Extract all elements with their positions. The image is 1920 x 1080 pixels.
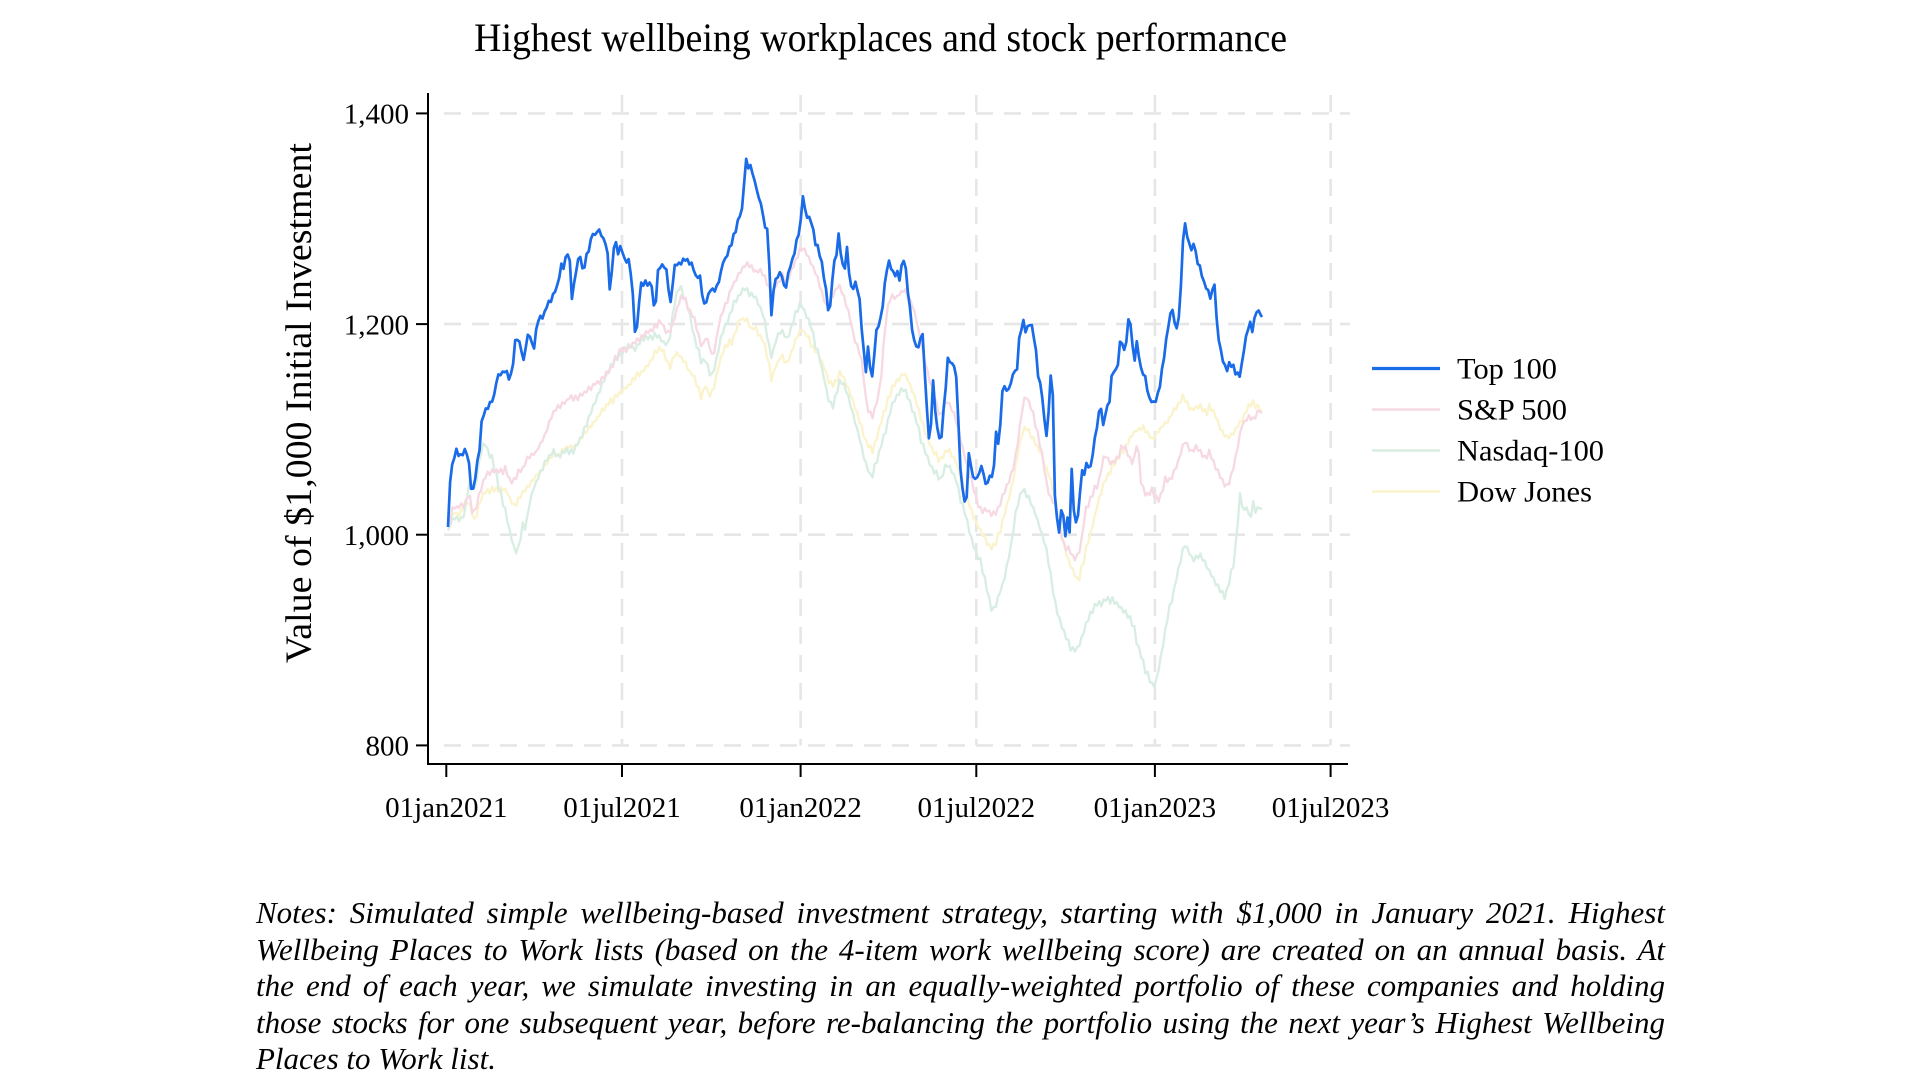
svg-text:01jul2021: 01jul2021 xyxy=(563,792,681,824)
svg-text:01jan2022: 01jan2022 xyxy=(739,792,861,824)
svg-text:1,000: 1,000 xyxy=(344,520,409,552)
svg-text:01jan2021: 01jan2021 xyxy=(385,792,507,824)
svg-text:1,400: 1,400 xyxy=(344,99,409,131)
svg-text:Value of $1,000 Initial Invest: Value of $1,000 Initial Investment xyxy=(279,142,320,663)
svg-text:01jul2022: 01jul2022 xyxy=(917,792,1035,824)
svg-text:800: 800 xyxy=(366,731,410,763)
svg-text:Top 100: Top 100 xyxy=(1457,353,1557,386)
svg-text:01jul2023: 01jul2023 xyxy=(1272,792,1390,824)
svg-text:Dow Jones: Dow Jones xyxy=(1457,476,1592,509)
svg-text:1,200: 1,200 xyxy=(344,309,409,341)
svg-text:Nasdaq-100: Nasdaq-100 xyxy=(1457,435,1604,468)
svg-text:S&P 500: S&P 500 xyxy=(1457,394,1567,427)
svg-text:01jan2023: 01jan2023 xyxy=(1094,792,1216,824)
svg-text:Highest wellbeing workplaces a: Highest wellbeing workplaces and stock p… xyxy=(474,15,1287,60)
